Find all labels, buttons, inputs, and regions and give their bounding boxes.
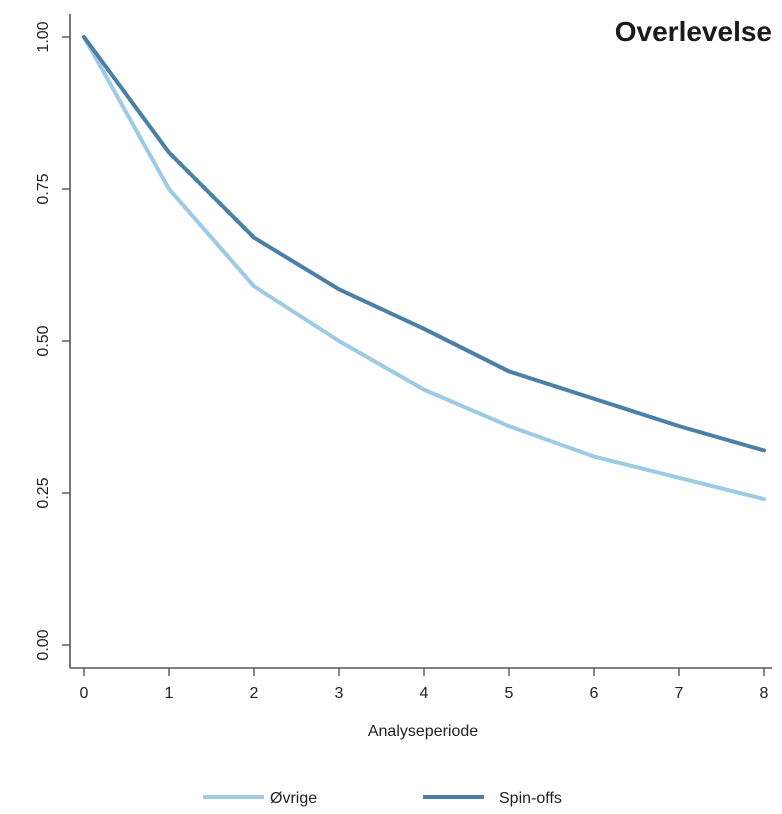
y-ticks: 0.00 0.25 0.50 0.75 1.00 <box>35 21 70 661</box>
y-tick-label: 0.50 <box>35 325 52 356</box>
x-tick-label: 6 <box>590 685 599 702</box>
x-tick-label: 2 <box>250 685 259 702</box>
chart-title: Overlevelse <box>615 16 772 47</box>
y-tick-label: 1.00 <box>35 21 52 52</box>
x-tick-label: 8 <box>760 685 769 702</box>
series-line-spin-offs <box>82 35 766 453</box>
legend: Øvrige Spin-offs <box>203 790 562 807</box>
series-lines <box>82 35 766 502</box>
x-tick-label: 5 <box>505 685 514 702</box>
x-tick-label: 7 <box>675 685 684 702</box>
x-axis-title: Analyseperiode <box>368 723 478 740</box>
x-tick-label: 1 <box>165 685 174 702</box>
x-tick-label: 3 <box>335 685 344 702</box>
y-tick-label: 0.75 <box>35 173 52 204</box>
x-ticks: 0 1 2 3 4 5 6 7 8 <box>80 668 769 702</box>
legend-label-spin-offs: Spin-offs <box>499 790 562 807</box>
legend-label-vrige: Øvrige <box>270 790 317 807</box>
x-tick-label: 4 <box>420 685 429 702</box>
y-tick-label: 0.25 <box>35 477 52 508</box>
y-tick-label: 0.00 <box>35 629 52 660</box>
series-line-vrige <box>82 35 766 502</box>
x-tick-label: 0 <box>80 685 89 702</box>
